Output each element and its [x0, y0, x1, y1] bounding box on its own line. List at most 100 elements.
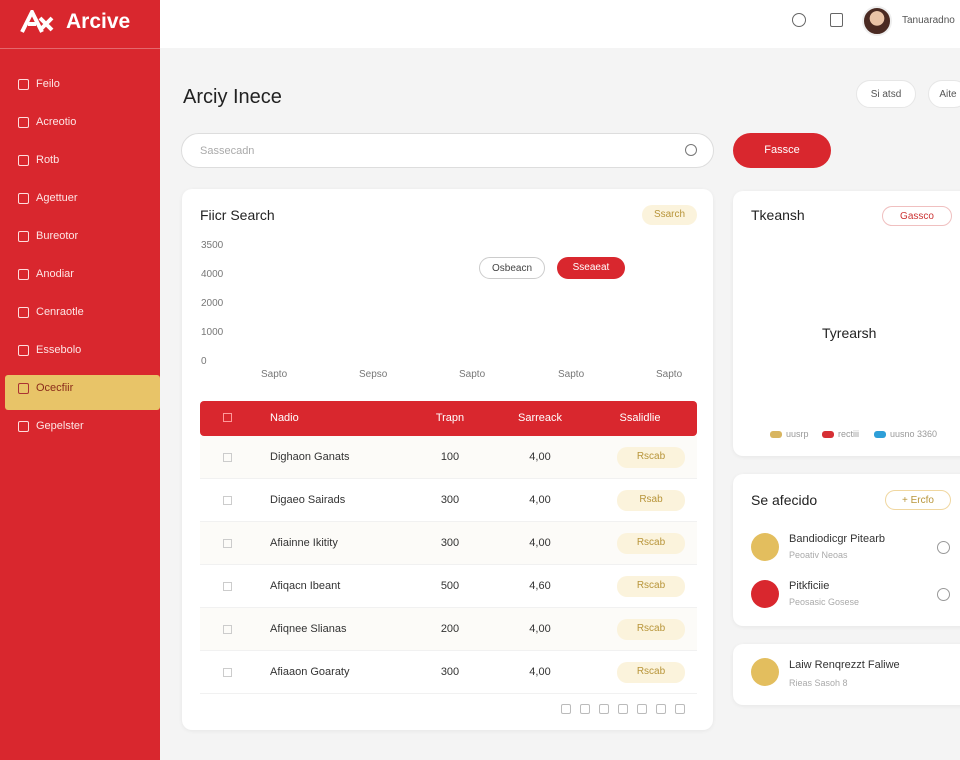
table-cell: 4,00 [529, 494, 551, 506]
nav-icon[interactable] [18, 421, 29, 432]
nav-item[interactable]: Bureotor [36, 230, 79, 242]
nav-active[interactable] [5, 375, 160, 410]
nav-icon[interactable] [18, 269, 29, 280]
donut-card [733, 191, 960, 456]
x-tick-label: Sapto [261, 369, 288, 380]
badge: + Ercfo [885, 490, 951, 510]
legend-swatch [770, 431, 782, 438]
legend-swatch [822, 431, 834, 438]
y-tick-label: 4000 [201, 269, 224, 280]
status-badge: Rscab [617, 447, 685, 468]
table-row [200, 479, 697, 522]
table-cell: 4,00 [529, 451, 551, 463]
nav-item[interactable]: Cenraotle [36, 306, 84, 318]
table-row [200, 436, 697, 479]
nav-item[interactable]: Feilo [36, 78, 60, 90]
nav-item[interactable]: Essebolo [36, 344, 82, 356]
notice-sub: Rieas Sasoh 8 [789, 678, 848, 688]
table-cell: 4,60 [529, 580, 551, 592]
checkbox [223, 496, 232, 505]
nav-icon[interactable] [18, 231, 29, 242]
table-head: Sarreack [517, 412, 563, 424]
table-row [200, 565, 697, 608]
search-icon [685, 144, 697, 156]
x-tick-label: Sapto [558, 369, 585, 380]
table-cell: 300 [440, 666, 460, 678]
nav-item[interactable]: Ocecfiir [36, 382, 74, 394]
table-cell: 300 [440, 494, 460, 506]
user-name: Tanuaradno [902, 15, 955, 26]
checkbox [223, 539, 232, 548]
nav-icon[interactable] [18, 383, 29, 394]
checkbox [223, 413, 232, 422]
table-cell: Dighaon Ganats [270, 451, 350, 463]
badge: Ssarch [642, 205, 697, 225]
checkbox [223, 668, 232, 677]
tooltip: Osbeacn [479, 257, 545, 279]
pager-icon [656, 704, 666, 714]
pill-button[interactable]: Si atsd [856, 80, 916, 108]
nav-icon[interactable] [18, 345, 29, 356]
legend-label: uusrp [786, 429, 809, 439]
nav-item[interactable]: Agettuer [36, 192, 78, 204]
y-tick-label: 0 [201, 356, 207, 367]
avatar [862, 6, 892, 36]
status-badge: Rscab [617, 662, 685, 683]
nav-icon[interactable] [18, 79, 29, 90]
checkbox [223, 582, 232, 591]
item-icon [751, 533, 779, 561]
nav-item[interactable]: Acreotio [36, 116, 77, 128]
table-head: Trapn [435, 412, 465, 424]
pill-button[interactable]: Aite [928, 80, 960, 108]
table-cell: Afiaaon Goaraty [270, 666, 350, 678]
status-badge: Rscab [617, 533, 685, 554]
nav-icon[interactable] [18, 155, 29, 166]
table-cell: 300 [440, 537, 460, 549]
pager-icon [675, 704, 685, 714]
table-cell: Digaeo Sairads [270, 494, 346, 506]
badge: Gassco [882, 206, 952, 226]
nav-item[interactable]: Anodiar [36, 268, 74, 280]
nav-icon[interactable] [18, 117, 29, 128]
table-head: Nadio [270, 412, 299, 424]
nav-icon[interactable] [18, 307, 29, 318]
legend-label: rectiii [838, 429, 860, 439]
search-button[interactable]: Fassce [733, 133, 831, 168]
icon [830, 13, 843, 27]
legend-label: uusno 3360 [890, 429, 938, 439]
topbar [160, 0, 960, 48]
x-tick-label: Sapto [459, 369, 486, 380]
nav-icon[interactable] [18, 193, 29, 204]
notice-icon [751, 658, 779, 686]
search-placeholder: Sassecadn [200, 145, 255, 157]
table-cell: 4,00 [529, 623, 551, 635]
table-cell: 4,00 [529, 537, 551, 549]
item-icon [751, 580, 779, 608]
status-badge: Rscab [617, 619, 685, 640]
nav-item[interactable]: Rotb [36, 154, 60, 166]
item-title: Bandiodicgr Pitearb [789, 533, 886, 545]
pager-icon [618, 704, 628, 714]
search-box [181, 133, 714, 168]
x-tick-label: Sapto [656, 369, 683, 380]
table-cell: 200 [440, 623, 460, 635]
y-tick-label: 2000 [201, 298, 224, 309]
y-tick-label: 3500 [201, 240, 224, 251]
pager-icon [561, 704, 571, 714]
table-header [200, 401, 697, 436]
item-action [937, 541, 950, 554]
pager-icon [637, 704, 647, 714]
table-row [200, 522, 697, 565]
status-badge: Rscab [617, 576, 685, 597]
item-action [937, 588, 950, 601]
item-sub: Peosasic Gosese [789, 597, 860, 607]
nav-item[interactable]: Gepelster [36, 420, 84, 432]
x-tick-label: Sepso [359, 369, 388, 380]
donut-center: Tyrearsh [822, 325, 877, 341]
table-cell: 500 [440, 580, 460, 592]
divider [0, 48, 160, 49]
notice-title: Laiw Renqrezzt Faliwe [789, 659, 900, 671]
item-title: Pitkficiie [789, 580, 830, 592]
table-row [200, 608, 697, 651]
